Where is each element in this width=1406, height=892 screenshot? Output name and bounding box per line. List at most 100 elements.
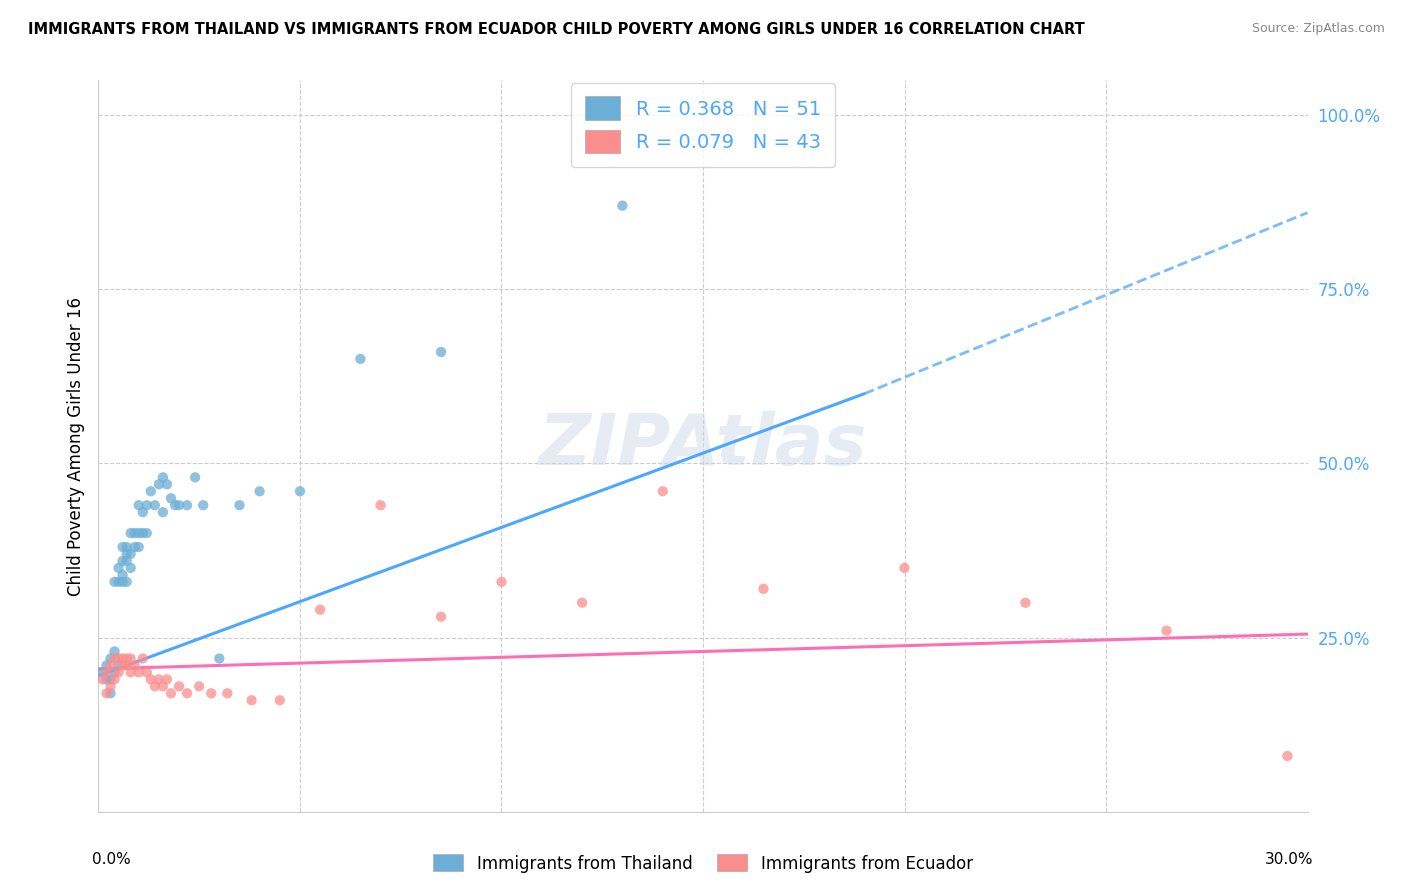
- Point: [160, 686, 183, 700]
- Point: [107, 574, 129, 589]
- Point: [184, 470, 207, 484]
- Point: [115, 540, 138, 554]
- Point: [193, 498, 215, 512]
- Point: [96, 673, 118, 687]
- Point: [100, 679, 122, 693]
- Point: [370, 498, 392, 512]
- Point: [139, 484, 162, 499]
- Point: [1014, 596, 1036, 610]
- Point: [111, 567, 134, 582]
- Point: [148, 673, 170, 687]
- Point: [228, 498, 250, 512]
- Point: [163, 498, 186, 512]
- Point: [128, 498, 150, 512]
- Point: [100, 651, 122, 665]
- Legend: R = 0.368   N = 51, R = 0.079   N = 43: R = 0.368 N = 51, R = 0.079 N = 43: [571, 83, 835, 167]
- Point: [148, 477, 170, 491]
- Point: [91, 665, 114, 680]
- Text: 0.0%: 0.0%: [93, 852, 131, 867]
- Point: [240, 693, 263, 707]
- Point: [103, 673, 125, 687]
- Point: [135, 498, 157, 512]
- Point: [139, 673, 162, 687]
- Point: [128, 665, 150, 680]
- Point: [91, 673, 114, 687]
- Point: [120, 665, 142, 680]
- Point: [430, 609, 453, 624]
- Point: [115, 651, 138, 665]
- Point: [156, 477, 179, 491]
- Point: [124, 658, 146, 673]
- Point: [612, 199, 634, 213]
- Point: [208, 651, 231, 665]
- Point: [111, 574, 134, 589]
- Point: [571, 596, 593, 610]
- Point: [491, 574, 513, 589]
- Point: [120, 651, 142, 665]
- Point: [143, 498, 166, 512]
- Point: [100, 658, 122, 673]
- Point: [128, 540, 150, 554]
- Point: [430, 345, 453, 359]
- Point: [132, 505, 155, 519]
- Point: [893, 561, 915, 575]
- Point: [651, 484, 673, 499]
- Point: [128, 526, 150, 541]
- Point: [107, 658, 129, 673]
- Point: [124, 540, 146, 554]
- Y-axis label: Child Poverty Among Girls Under 16: Child Poverty Among Girls Under 16: [66, 296, 84, 596]
- Point: [111, 554, 134, 568]
- Point: [96, 665, 118, 680]
- Point: [188, 679, 211, 693]
- Point: [96, 686, 118, 700]
- Point: [752, 582, 775, 596]
- Point: [96, 658, 118, 673]
- Point: [152, 470, 174, 484]
- Point: [135, 526, 157, 541]
- Text: IMMIGRANTS FROM THAILAND VS IMMIGRANTS FROM ECUADOR CHILD POVERTY AMONG GIRLS UN: IMMIGRANTS FROM THAILAND VS IMMIGRANTS F…: [28, 22, 1085, 37]
- Point: [156, 673, 179, 687]
- Point: [249, 484, 271, 499]
- Point: [176, 498, 198, 512]
- Point: [107, 561, 129, 575]
- Point: [107, 665, 129, 680]
- Point: [115, 658, 138, 673]
- Point: [100, 686, 122, 700]
- Legend: Immigrants from Thailand, Immigrants from Ecuador: Immigrants from Thailand, Immigrants fro…: [426, 847, 980, 880]
- Point: [143, 679, 166, 693]
- Point: [1277, 749, 1299, 764]
- Point: [103, 665, 125, 680]
- Point: [135, 665, 157, 680]
- Point: [120, 547, 142, 561]
- Point: [111, 540, 134, 554]
- Point: [152, 505, 174, 519]
- Point: [115, 554, 138, 568]
- Point: [107, 651, 129, 665]
- Point: [115, 547, 138, 561]
- Point: [176, 686, 198, 700]
- Point: [309, 603, 332, 617]
- Point: [115, 574, 138, 589]
- Point: [132, 651, 155, 665]
- Point: [200, 686, 222, 700]
- Point: [349, 351, 371, 366]
- Point: [288, 484, 311, 499]
- Point: [124, 526, 146, 541]
- Point: [160, 491, 183, 506]
- Point: [120, 561, 142, 575]
- Point: [167, 679, 190, 693]
- Point: [167, 498, 190, 512]
- Point: [103, 644, 125, 658]
- Point: [100, 673, 122, 687]
- Point: [269, 693, 291, 707]
- Point: [103, 574, 125, 589]
- Point: [1156, 624, 1178, 638]
- Point: [103, 651, 125, 665]
- Text: 30.0%: 30.0%: [1265, 852, 1313, 867]
- Text: ZIPAtlas: ZIPAtlas: [538, 411, 868, 481]
- Point: [120, 526, 142, 541]
- Point: [152, 679, 174, 693]
- Point: [217, 686, 239, 700]
- Point: [111, 658, 134, 673]
- Point: [132, 526, 155, 541]
